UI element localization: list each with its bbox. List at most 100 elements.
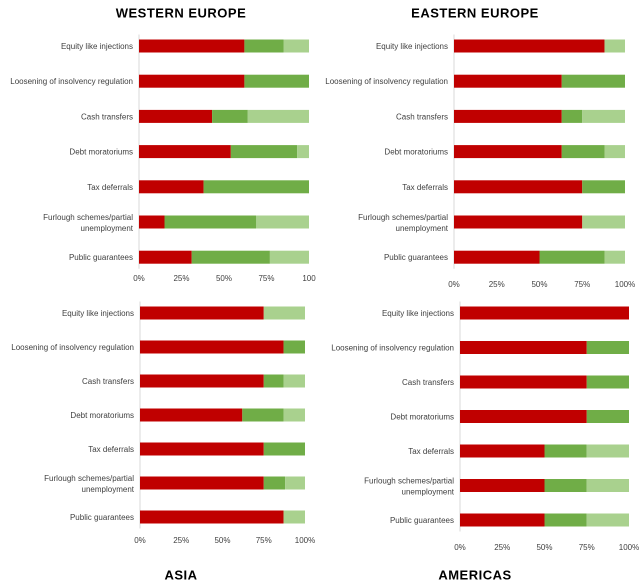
category-label: Equity like injections: [376, 42, 448, 51]
bar-segment-series-2: [586, 410, 629, 423]
bar-segment-series-1: [460, 444, 545, 458]
category-label: Public guarantees: [390, 516, 454, 525]
category-label: Furlough schemes/partial unemployment: [43, 213, 134, 233]
bar-segment-series-2: [230, 145, 298, 159]
bar-segment-series-2: [164, 215, 257, 229]
category-label-line: Tax deferrals: [88, 445, 134, 454]
category-label: Cash transfers: [396, 112, 448, 121]
category-label-line: Furlough schemes/partial: [358, 213, 448, 222]
bar-segment-series-1: [139, 39, 245, 53]
bar-segment-series-1: [140, 340, 284, 354]
bar-segment-series-3: [297, 145, 309, 159]
bar-segment-series-1: [460, 410, 587, 423]
bar-segment-series-2: [544, 479, 587, 492]
bar-segment-series-3: [586, 513, 629, 527]
bar-segment-series-1: [454, 250, 540, 264]
category-label: Furlough schemes/partial unemployment: [44, 474, 135, 494]
bar-segment-series-2: [191, 250, 270, 264]
category-label-line: Public guarantees: [69, 253, 133, 262]
x-tick-label: 0%: [448, 280, 460, 289]
category-label: Equity like injections: [62, 309, 134, 318]
category-label-line: unemployment: [81, 224, 134, 233]
bar-segment-series-2: [582, 180, 625, 194]
category-label-line: Debt moratoriums: [69, 148, 133, 157]
category-label: Tax deferrals: [87, 183, 133, 192]
bar-segment-series-1: [460, 375, 587, 389]
category-label-line: Tax deferrals: [87, 183, 133, 192]
chart-panel-2: EASTERN EUROPE Equity like injections Loos…: [325, 5, 635, 289]
x-tick-label: 0%: [133, 274, 145, 283]
bar-segment-series-1: [139, 215, 165, 229]
x-tick-label: 75%: [256, 536, 272, 545]
category-label: Cash transfers: [402, 378, 454, 387]
category-label-line: Public guarantees: [390, 516, 454, 525]
bar-segment-series-1: [139, 109, 213, 123]
x-tick-label: 50%: [214, 536, 230, 545]
bar-segment-series-3: [283, 408, 305, 422]
bar-segment-series-1: [460, 306, 629, 320]
x-tick-label: 25%: [173, 274, 189, 283]
category-label-line: Tax deferrals: [408, 447, 454, 456]
category-label: Loosening of insolvency regulation: [10, 77, 133, 86]
chart-panel-3: ASIA Equity like injections Loosening of i…: [11, 301, 315, 582]
bar-segment-series-3: [283, 510, 305, 524]
bar-segment-series-2: [263, 442, 305, 456]
category-label-line: unemployment: [82, 485, 135, 494]
category-label: Furlough schemes/partial unemployment: [358, 213, 449, 233]
category-label-line: Loosening of insolvency regulation: [10, 77, 133, 86]
x-tick-label: 50%: [536, 543, 552, 552]
category-label-line: Public guarantees: [384, 253, 448, 262]
bar-segment-series-1: [140, 408, 243, 422]
bar-segment-series-2: [561, 145, 605, 159]
bar-segment-series-1: [139, 74, 245, 88]
bar-segment-series-2: [539, 250, 605, 264]
bar-segment-series-3: [604, 39, 625, 53]
category-label-line: Equity like injections: [376, 42, 448, 51]
bar-segment-series-3: [604, 250, 625, 264]
bar-segment-series-3: [285, 476, 305, 490]
chart-title: AMERICAS: [438, 567, 511, 582]
category-label: Equity like injections: [61, 42, 133, 51]
bar-segment-series-3: [582, 215, 625, 229]
bar-segment-series-3: [263, 306, 305, 320]
bar-segment-series-1: [454, 74, 562, 88]
bar-segment-series-2: [244, 74, 309, 88]
category-label-line: Debt moratoriums: [384, 148, 448, 157]
category-label: Debt moratoriums: [384, 148, 448, 157]
bar-segment-series-1: [460, 341, 587, 354]
category-label: Public guarantees: [70, 513, 134, 522]
x-tick-label: 25%: [173, 536, 189, 545]
bar-segment-series-1: [454, 39, 605, 53]
category-label-line: Loosening of insolvency regulation: [325, 77, 448, 86]
category-label-line: Equity like injections: [61, 42, 133, 51]
category-label: Debt moratoriums: [390, 413, 454, 422]
x-tick-label: 75%: [579, 543, 595, 552]
category-label-line: Furlough schemes/partial: [364, 477, 454, 486]
bar-segment-series-2: [203, 180, 309, 194]
chart-title: ASIA: [164, 567, 197, 582]
bar-segment-series-3: [283, 374, 305, 388]
category-label-line: Cash transfers: [81, 112, 133, 121]
category-label-line: Cash transfers: [402, 378, 454, 387]
category-label-line: Debt moratoriums: [70, 411, 134, 420]
category-label: Debt moratoriums: [69, 148, 133, 157]
bar-segment-series-3: [256, 215, 309, 229]
chart-title: WESTERN EUROPE: [116, 5, 247, 20]
bar-segment-series-1: [139, 145, 231, 159]
category-label: Debt moratoriums: [70, 411, 134, 420]
category-label-line: unemployment: [402, 488, 455, 497]
bar-segment-series-1: [460, 479, 545, 492]
x-tick-label: 100: [302, 274, 316, 283]
bar-segment-series-2: [212, 109, 248, 123]
category-label: Public guarantees: [384, 253, 448, 262]
bar-segment-series-2: [544, 444, 587, 458]
category-label-line: Tax deferrals: [402, 183, 448, 192]
bar-segment-series-3: [582, 109, 625, 123]
bar-segment-series-3: [269, 250, 309, 264]
chart-title: EASTERN EUROPE: [411, 5, 539, 20]
x-tick-label: 100%: [295, 536, 315, 545]
x-tick-label: 25%: [489, 280, 505, 289]
category-label-line: Equity like injections: [62, 309, 134, 318]
category-label: Cash transfers: [81, 112, 133, 121]
category-label-line: Furlough schemes/partial: [43, 213, 133, 222]
